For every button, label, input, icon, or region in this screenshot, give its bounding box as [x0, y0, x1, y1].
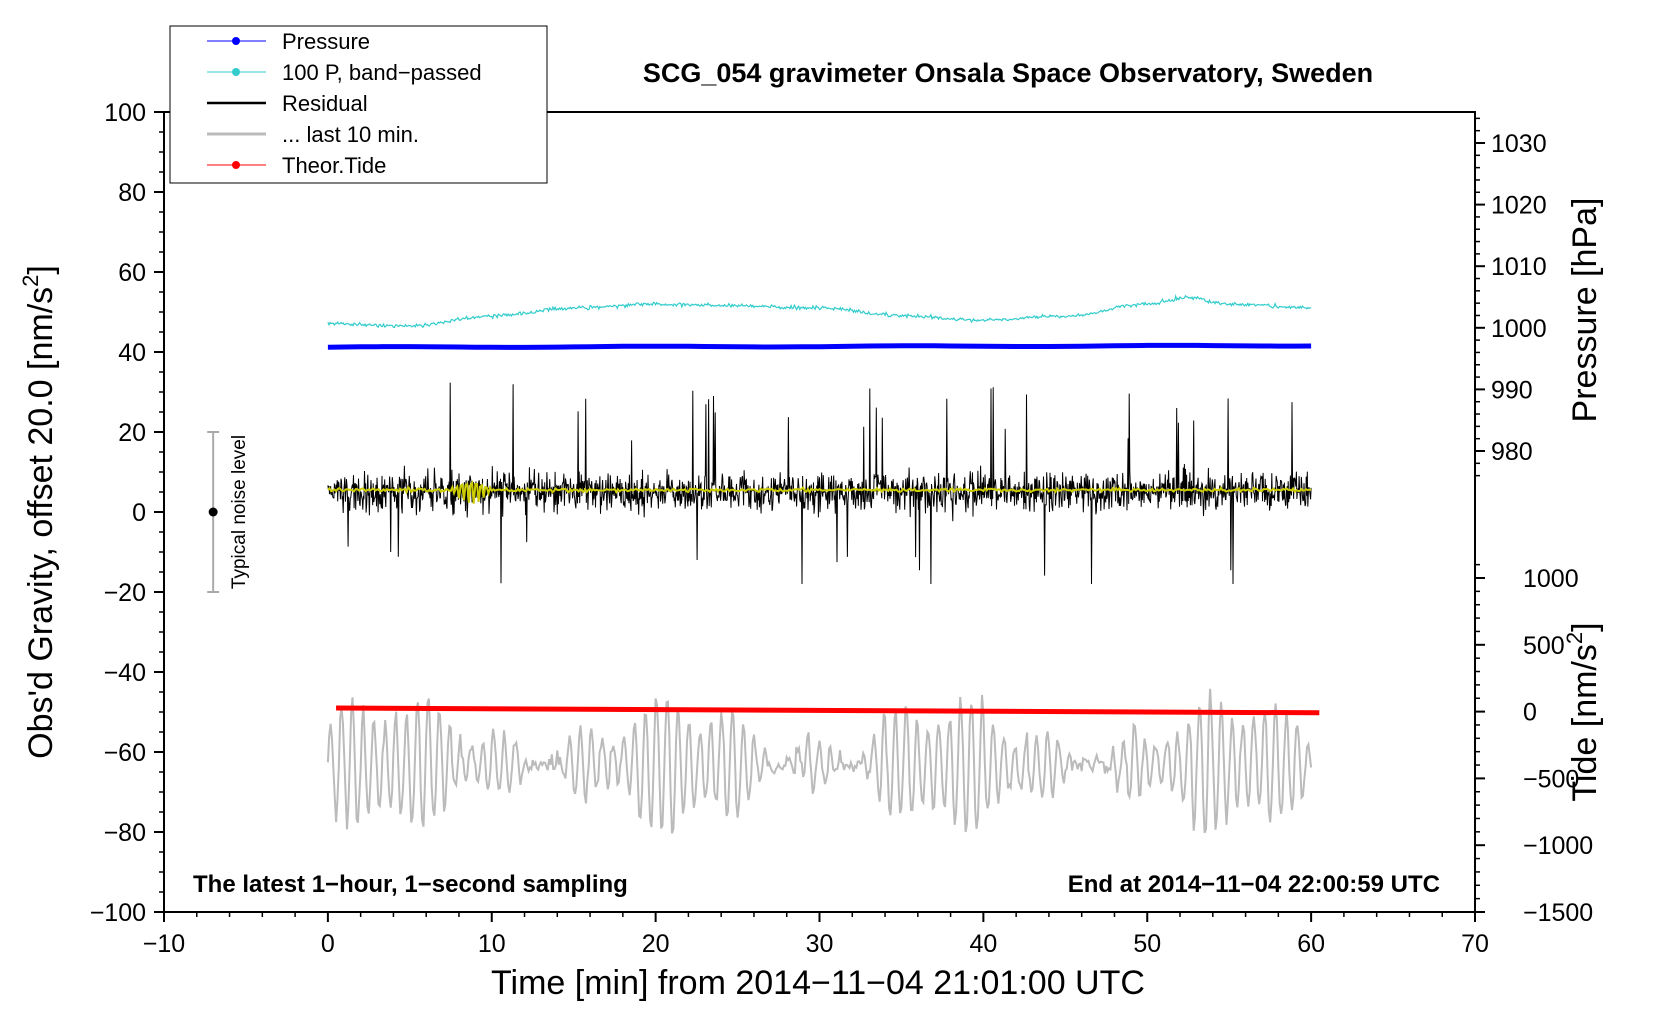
- x-tick-label: 70: [1461, 930, 1489, 958]
- noise-bar-label: Typical noise level: [229, 435, 250, 589]
- pressure-tick-label: 990: [1491, 376, 1533, 404]
- y-axis-tide-title-close: ]: [1566, 622, 1604, 631]
- y-axis-tide-title: Tide [nm/s2]: [1562, 622, 1604, 801]
- y-tick-label: −40: [104, 659, 146, 687]
- pressure-tick-label: 1020: [1491, 192, 1547, 220]
- footer-left-text: The latest 1−hour, 1−second sampling: [193, 871, 628, 898]
- x-axis: −10 0 10 20 30 40 50 60 70: [143, 912, 1489, 958]
- y-axis-left-title-main: Obs'd Gravity, offset 20.0 [nm/s: [22, 287, 60, 759]
- tide-tick-label: −1500: [1523, 899, 1593, 927]
- tide-tick-label: −500: [1523, 765, 1579, 793]
- legend-label: ... last 10 min.: [282, 122, 419, 147]
- y-tick-label: 60: [118, 259, 146, 287]
- tide-tick-label: 1000: [1523, 565, 1579, 593]
- series-layer: [326, 293, 1320, 834]
- series-pressure: [327, 342, 1312, 350]
- series-residual: [327, 382, 1312, 585]
- pressure-tick-label: 980: [1491, 438, 1533, 466]
- y-axis-pressure-title: Pressure [hPa]: [1566, 198, 1604, 423]
- legend-marker: [232, 68, 240, 76]
- series-residual-smoothed: [327, 479, 1312, 504]
- y-tick-label: 20: [118, 419, 146, 447]
- pressure-tick-label: 1030: [1491, 130, 1547, 158]
- y-axis-tide: 1000 500 0 −500 −1000 −1500: [1475, 563, 1593, 927]
- y-axis-left-title: Obs'd Gravity, offset 20.0 [nm/s2]: [18, 265, 60, 759]
- x-tick-label: 10: [478, 930, 506, 958]
- chart-title: SCG_054 gravimeter Onsala Space Observat…: [643, 58, 1373, 88]
- legend-label: Pressure: [282, 29, 370, 54]
- y-tick-label: −80: [104, 819, 146, 847]
- y-tick-label: 0: [132, 499, 146, 527]
- y-axis-left-title-sup: 2: [18, 275, 43, 287]
- footer-right-text: End at 2014−11−04 22:00:59 UTC: [1068, 871, 1440, 898]
- y-tick-label: −20: [104, 579, 146, 607]
- x-tick-label: −10: [143, 930, 185, 958]
- y-axis-tide-title-main: Tide [nm/s: [1566, 644, 1604, 801]
- series-theor-tide: [336, 705, 1320, 716]
- x-tick-label: 50: [1133, 930, 1161, 958]
- y-tick-label: 100: [104, 99, 146, 127]
- y-axis-left: −100 −80 −60 −40 −20 0 20 40 60 80 100: [90, 99, 164, 927]
- tide-tick-label: −1000: [1523, 832, 1593, 860]
- legend-marker: [232, 161, 240, 169]
- x-tick-label: 0: [321, 930, 335, 958]
- tide-tick-label: 500: [1523, 632, 1565, 660]
- x-tick-label: 20: [642, 930, 670, 958]
- noise-bar-dot: [208, 507, 218, 517]
- y-tick-label: 40: [118, 339, 146, 367]
- pressure-tick-label: 1000: [1491, 315, 1547, 343]
- legend-label: Residual: [282, 91, 368, 116]
- y-axis-left-title-close: ]: [22, 265, 60, 274]
- y-tick-label: −60: [104, 739, 146, 767]
- y-axis-pressure: 980 990 1000 1010 1020 1030: [1475, 117, 1547, 477]
- series-pressure-bandpassed: [327, 293, 1312, 329]
- legend-label: 100 P, band−passed: [282, 60, 482, 85]
- pressure-tick-label: 1010: [1491, 253, 1547, 281]
- x-tick-label: 60: [1297, 930, 1325, 958]
- legend-box: [169, 25, 548, 184]
- legend-marker: [232, 37, 240, 45]
- x-tick-label: 40: [969, 930, 997, 958]
- series-last-10-min: [326, 688, 1313, 834]
- y-tick-label: −100: [90, 899, 146, 927]
- tide-tick-label: 0: [1523, 699, 1537, 727]
- noise-bar: Typical noise level: [207, 431, 250, 593]
- legend-label: Theor.Tide: [282, 153, 386, 178]
- y-tick-label: 80: [118, 179, 146, 207]
- x-tick-label: 30: [806, 930, 834, 958]
- legend: Pressure 100 P, band−passed Residual ... la…: [169, 25, 548, 184]
- x-axis-title: Time [min] from 2014−11−04 21:01:00 UTC: [491, 964, 1145, 1002]
- y-axis-tide-title-sup: 2: [1562, 632, 1587, 644]
